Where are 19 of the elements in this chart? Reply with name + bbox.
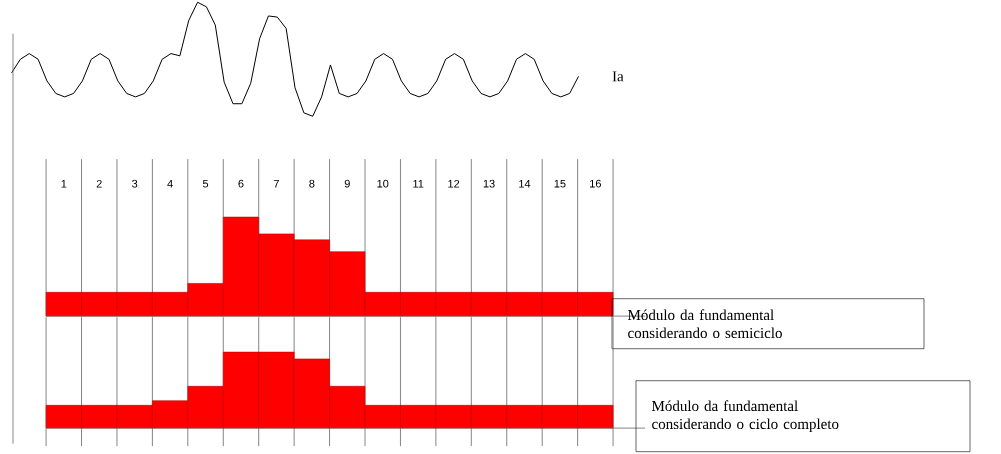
series-label: Módulo da fundamental considerando o semiciclo	[627, 309, 782, 339]
x-tick-label: 6	[238, 179, 244, 188]
x-tick-label: 9	[344, 179, 350, 188]
x-tick-label: 3	[132, 179, 138, 188]
text: Módulo da fundamental considerando o ciclo completo	[651, 400, 839, 433]
x-tick-label: 15	[554, 180, 566, 188]
x-tick-label: 12	[448, 180, 460, 188]
x-tick-label: 7	[273, 180, 279, 188]
x-tick-label: 11	[413, 180, 424, 188]
x-tick-label: 4	[167, 180, 173, 188]
x-tick-label: 14	[519, 180, 531, 188]
x-tick-label: 5	[202, 180, 209, 188]
x-tick-label: 13	[483, 179, 495, 188]
text: Ia	[612, 71, 624, 82]
x-tick-label: 10	[377, 179, 389, 188]
x-tick-label: 1	[61, 180, 67, 188]
x-tick-label: 16	[590, 179, 601, 188]
x-tick-label: 8	[309, 179, 315, 188]
x-tick-label: 2	[96, 180, 102, 188]
